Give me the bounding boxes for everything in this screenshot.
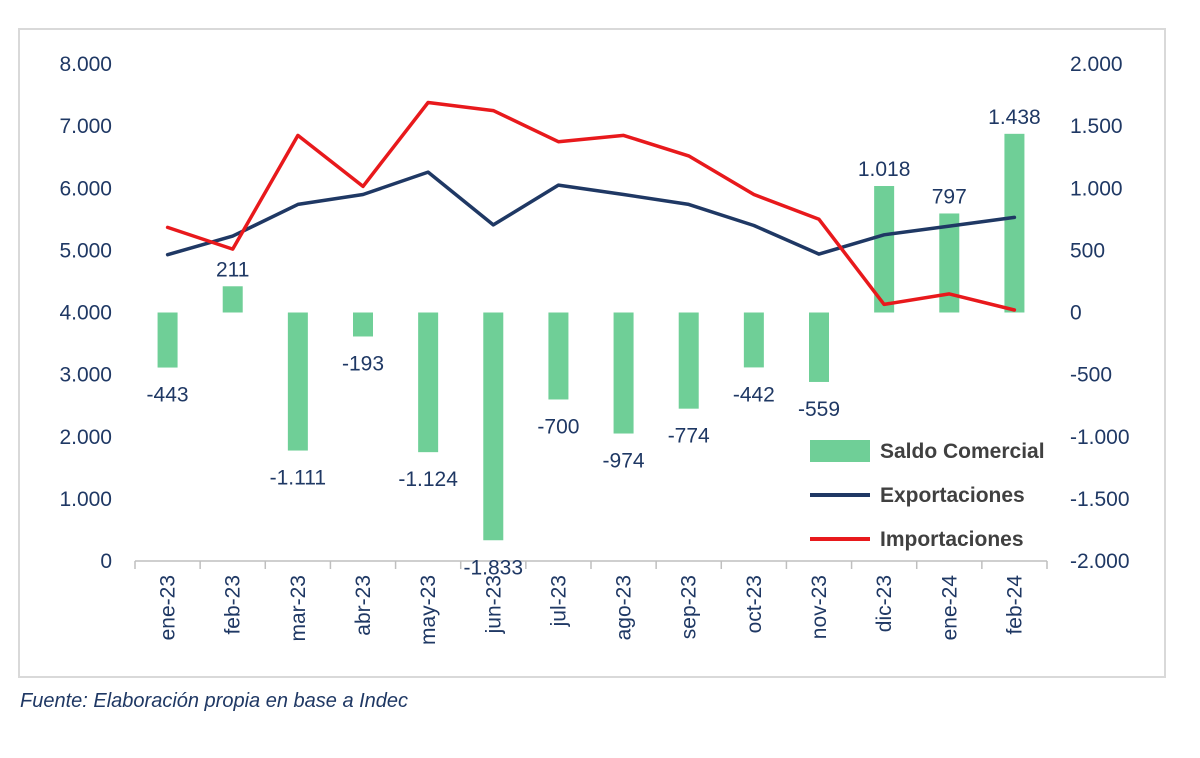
y-left-tick-label: 0 bbox=[100, 550, 112, 573]
bar-data-label: -774 bbox=[668, 425, 710, 448]
y-right-tick-label: -500 bbox=[1070, 364, 1112, 387]
bar-jun-23 bbox=[483, 312, 504, 541]
line-importaciones bbox=[165, 100, 1017, 312]
y-right-tick-label: 0 bbox=[1070, 302, 1082, 325]
x-tick-label: ene-23 bbox=[157, 575, 180, 640]
bar-data-label: -974 bbox=[603, 450, 645, 473]
x-tick-label: mar-23 bbox=[287, 575, 310, 642]
axes-layer: ene-23 feb-23 mar-23 abr-23 may-23 jun-23 jul-… bbox=[59, 53, 1129, 645]
bar-data-label: -1.833 bbox=[464, 556, 524, 579]
y-right-tick-label: -1.500 bbox=[1070, 488, 1130, 511]
y-left-tick-label: 4.000 bbox=[59, 302, 112, 325]
bar-data-label: -700 bbox=[537, 415, 579, 438]
bar-data-label: 1.438 bbox=[988, 106, 1041, 129]
x-tick-label: jul-23 bbox=[547, 575, 570, 627]
x-tick-label: dic-23 bbox=[873, 575, 896, 632]
x-tick-label: may-23 bbox=[417, 575, 440, 645]
bar-may-23 bbox=[418, 312, 439, 453]
y-right-tick-label: 500 bbox=[1070, 239, 1105, 262]
legend-label: Importaciones bbox=[880, 528, 1024, 551]
bar-ago-23 bbox=[613, 312, 634, 434]
bar-data-label: 211 bbox=[216, 258, 249, 281]
line-exportaciones bbox=[165, 170, 1017, 257]
bar-data-label: -1.111 bbox=[270, 467, 326, 490]
bars-layer bbox=[157, 133, 1025, 541]
y-left-tick-label: 1.000 bbox=[59, 488, 112, 511]
bar-ene-24 bbox=[939, 213, 960, 313]
y-left-tick-label: 6.000 bbox=[59, 177, 112, 200]
legend: Saldo Comercial Exportaciones Importacione… bbox=[810, 440, 1045, 551]
bar-abr-23 bbox=[353, 312, 373, 337]
bar-feb-24 bbox=[1004, 133, 1025, 313]
x-tick-label: feb-23 bbox=[222, 575, 245, 635]
y-left-tick-label: 5.000 bbox=[59, 239, 112, 262]
x-tick-label: feb-24 bbox=[1003, 575, 1026, 635]
bar-data-label: -559 bbox=[798, 398, 840, 421]
y-right-tick-label: 2.000 bbox=[1070, 53, 1123, 76]
bar-data-label: 797 bbox=[932, 185, 967, 208]
x-tick-label: ago-23 bbox=[613, 575, 636, 640]
combo-chart: ene-23 feb-23 mar-23 abr-23 may-23 jun-23 jul-… bbox=[59, 53, 1129, 645]
bar-ene-23 bbox=[157, 312, 178, 368]
chart-frame: ene-23 feb-23 mar-23 abr-23 may-23 jun-23 jul-… bbox=[18, 28, 1166, 678]
y-right-tick-label: -1.000 bbox=[1070, 426, 1130, 449]
bar-jul-23 bbox=[548, 312, 569, 400]
bar-dic-23 bbox=[874, 186, 895, 313]
y-left-tick-label: 3.000 bbox=[59, 364, 112, 387]
lines-layer bbox=[165, 100, 1017, 312]
bar-data-label: 1.018 bbox=[858, 158, 911, 181]
x-tick-label: jun-23 bbox=[482, 575, 505, 634]
bar-mar-23 bbox=[287, 312, 308, 451]
bar-data-label: -1.124 bbox=[398, 468, 458, 491]
x-tick-label: ene-24 bbox=[938, 575, 961, 641]
legend-swatch-bar bbox=[810, 440, 870, 462]
y-right-tick-label: 1.500 bbox=[1070, 115, 1123, 138]
data-labels-layer: -443 211 -1.111 -193 -1.124 -1.833 -700 -974 -77… bbox=[147, 106, 1041, 579]
legend-label: Exportaciones bbox=[880, 484, 1025, 507]
bar-sep-23 bbox=[678, 312, 699, 409]
bar-oct-23 bbox=[743, 312, 764, 368]
x-tick-label: sep-23 bbox=[678, 575, 701, 639]
x-tick-label: abr-23 bbox=[352, 575, 375, 636]
bar-data-label: -193 bbox=[342, 352, 384, 375]
legend-label: Saldo Comercial bbox=[880, 440, 1045, 463]
bar-feb-23 bbox=[222, 286, 243, 313]
y-left-tick-label: 8.000 bbox=[59, 53, 112, 76]
x-tick-label: nov-23 bbox=[808, 575, 831, 639]
y-left-tick-label: 2.000 bbox=[59, 426, 112, 449]
source-note: Fuente: Elaboración propia en base a Ind… bbox=[20, 690, 409, 712]
bar-data-label: -443 bbox=[147, 384, 189, 407]
x-tick-label: oct-23 bbox=[743, 575, 766, 633]
y-right-tick-label: -2.000 bbox=[1070, 550, 1130, 573]
bar-data-label: -442 bbox=[733, 383, 775, 406]
bar-nov-23 bbox=[809, 312, 829, 382]
y-left-tick-label: 7.000 bbox=[59, 115, 112, 138]
y-right-tick-label: 1.000 bbox=[1070, 177, 1123, 200]
